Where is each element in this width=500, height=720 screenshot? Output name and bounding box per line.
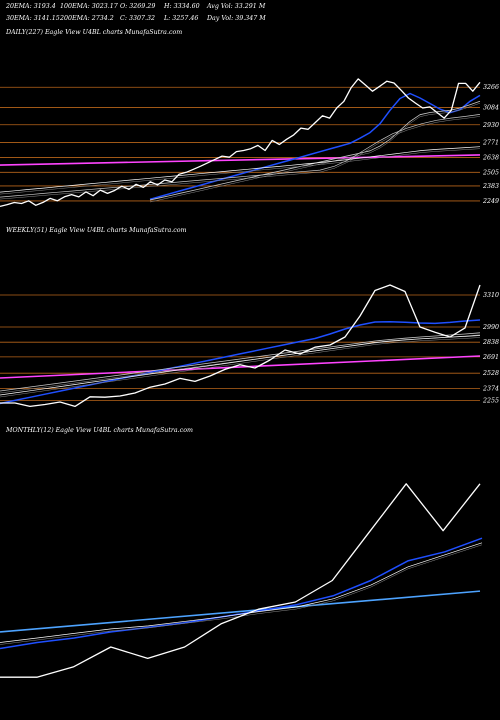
series-ema_mid-shadow-line	[0, 334, 481, 394]
header-100ema: 100EMA: 3023.17	[60, 3, 118, 10]
daily-level-lines	[0, 86, 480, 202]
series-ema200-shadow-line	[0, 148, 481, 195]
series-ema20-line	[149, 92, 481, 201]
daily-trend-line	[0, 154, 481, 166]
trend-line	[0, 355, 481, 379]
weekly-tick-labels: 3310 2990 2838 2691 2528 2374 2255	[482, 292, 499, 405]
series-ema200-line	[0, 146, 481, 193]
header-200ema: 200EMA: 2734.2	[59, 15, 114, 22]
series-ema100-shadow-line	[0, 116, 481, 200]
weekly-panel: WEEKLY(51) Eagle View U4BL charts Munafa…	[0, 227, 499, 408]
series-ema_long-line	[0, 542, 483, 643]
header-low: L: 3257.46	[163, 15, 198, 22]
tick-label: 2638	[482, 154, 499, 161]
weekly-trend-line	[0, 355, 481, 379]
monthly-series	[0, 483, 483, 678]
daily-tick-labels: 3266 3084 2930 2771 2638 2505 2383 2249	[482, 84, 499, 205]
tick-label: 2691	[482, 354, 499, 361]
header-20ema: 20EMA: 3193.4	[5, 3, 56, 10]
tick-label: 2838	[482, 339, 499, 346]
series-ema_mid-line	[0, 332, 481, 392]
tick-label: 2930	[482, 122, 499, 129]
weekly-series	[0, 284, 481, 408]
monthly-trend-line	[0, 590, 481, 633]
series-ema_long-shadow-line	[0, 337, 481, 398]
tick-label: 2249	[482, 198, 499, 205]
series-price-line	[0, 284, 481, 408]
trend-line	[0, 590, 481, 633]
tick-label: 2990	[482, 324, 499, 331]
header-avg-vol: Avg Vol: 33.291 M	[206, 3, 266, 10]
tick-label: 2255	[482, 398, 499, 405]
monthly-panel: MONTHLY(12) Eagle View U4BL charts Munaf…	[0, 427, 483, 678]
series-ema_short-line	[0, 319, 481, 405]
daily-series	[0, 78, 481, 208]
header-high: H: 3334.60	[163, 3, 200, 10]
series-ema_long-line	[0, 335, 481, 396]
daily-panel-title: DAILY(227) Eagle View U4BL charts Munafa…	[5, 29, 182, 36]
tick-label: 3084	[483, 105, 499, 112]
tick-label: 2505	[482, 169, 499, 176]
monthly-panel-title: MONTHLY(12) Eagle View U4BL charts Munaf…	[5, 427, 193, 434]
header-open: O: 3269.29	[120, 3, 155, 10]
header-30ema: 30EMA: 3141.15	[6, 15, 60, 22]
header-day-vol: Day Vol: 39.347 M	[206, 15, 266, 22]
trend-line	[0, 154, 481, 166]
header: 20EMA: 3193.4 100EMA: 3023.17 O: 3269.29…	[5, 3, 266, 22]
weekly-panel-title: WEEKLY(51) Eagle View U4BL charts Munafa…	[6, 227, 187, 234]
tick-label: 2771	[482, 140, 499, 147]
daily-panel: DAILY(227) Eagle View U4BL charts Munafa…	[0, 29, 499, 208]
tick-label: 2374	[482, 386, 499, 393]
series-price-line	[0, 78, 481, 208]
tick-label: 3310	[483, 292, 499, 299]
tick-label: 2528	[482, 370, 499, 377]
series-ema100-line	[0, 114, 481, 198]
tick-label: 2383	[482, 183, 499, 190]
series-price-line	[0, 483, 481, 678]
tick-label: 3266	[483, 84, 499, 91]
header-close: C: 3307.32	[120, 15, 155, 22]
